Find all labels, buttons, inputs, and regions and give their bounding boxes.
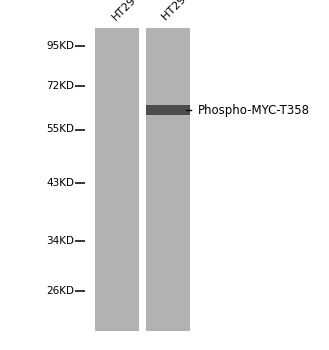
Bar [95,28,139,331]
Text: 34KD: 34KD [46,236,74,246]
Bar [139,28,145,331]
Text: 26KD: 26KD [46,286,74,296]
Text: 55KD: 55KD [46,125,74,134]
Text: 72KD: 72KD [46,81,74,91]
Text: 43KD: 43KD [46,178,74,188]
Text: Phospho-MYC-T358: Phospho-MYC-T358 [197,104,309,117]
Bar [145,28,190,331]
Text: HT29: HT29 [110,0,138,23]
Text: HT29 treated with UV: HT29 treated with UV [161,0,253,23]
Bar [145,28,190,331]
Bar [145,105,190,115]
Text: 95KD: 95KD [46,41,74,51]
